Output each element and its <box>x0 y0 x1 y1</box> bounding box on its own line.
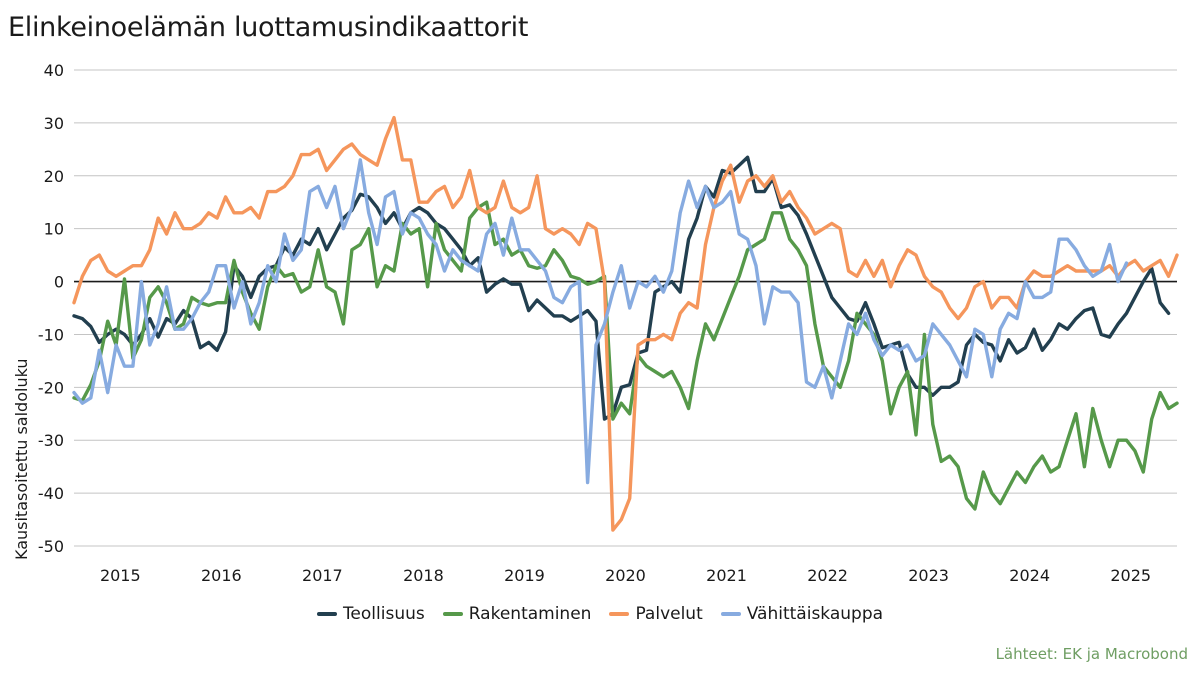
y-tick-label: 0 <box>54 273 64 292</box>
x-tick-label: 2022 <box>807 566 848 585</box>
x-tick-label: 2023 <box>908 566 949 585</box>
legend-swatch <box>720 612 741 616</box>
y-tick-label: 20 <box>44 167 64 186</box>
x-tick-label: 2024 <box>1009 566 1050 585</box>
y-tick-label: -30 <box>38 431 64 450</box>
chart-title: Elinkeinoelämän luottamusindikaattorit <box>8 12 529 43</box>
legend-label: Rakentaminen <box>468 604 592 624</box>
x-tick-labels: 2015 2016 2017 2018 2019 2020 2021 2022 2023 2024… <box>100 566 1151 585</box>
legend-item: Rakentaminen <box>442 604 592 624</box>
x-tick-label: 2016 <box>201 566 242 585</box>
x-tick-label: 2015 <box>100 566 141 585</box>
y-tick-label: 40 <box>44 61 64 80</box>
x-tick-label: 2025 <box>1110 566 1151 585</box>
legend-swatch <box>609 612 630 616</box>
y-tick-label: -20 <box>38 378 64 397</box>
legend-label: Teollisuus <box>342 604 425 624</box>
series-line-palvelut <box>72 115 1179 532</box>
legend: Teollisuus Rakentaminen Palvelut Vähittäisk… <box>0 604 1200 624</box>
legend-label: Palvelut <box>635 604 703 624</box>
x-tick-label: 2018 <box>403 566 444 585</box>
x-tick-label: 2020 <box>605 566 646 585</box>
y-tick-label: -10 <box>38 325 64 344</box>
y-tick-labels: 40 30 20 10 0 -10 -20 -30 -40 -50 <box>38 61 64 556</box>
legend-item: Teollisuus <box>316 604 425 624</box>
legend-label: Vähittäiskauppa <box>746 604 884 624</box>
x-tick-label: 2019 <box>504 566 545 585</box>
y-tick-label: 30 <box>44 114 64 133</box>
y-tick-label: 10 <box>44 220 64 239</box>
gridlines <box>74 69 1177 547</box>
series-line-rakentaminen <box>72 200 1179 511</box>
legend-item: Vähittäiskauppa <box>720 604 884 624</box>
series-line-teollisuus <box>72 155 1171 421</box>
y-tick-label: -40 <box>38 484 64 503</box>
legend-swatch <box>442 612 463 616</box>
series-lines <box>72 115 1179 532</box>
series-line-vähittäiskauppa <box>72 158 1129 485</box>
legend-swatch <box>316 612 337 616</box>
x-tick-label: 2021 <box>706 566 747 585</box>
y-tick-label: -50 <box>38 537 64 556</box>
x-tick-label: 2017 <box>302 566 343 585</box>
source-note: Lähteet: EK ja Macrobond <box>995 645 1188 663</box>
legend-item: Palvelut <box>609 604 703 624</box>
